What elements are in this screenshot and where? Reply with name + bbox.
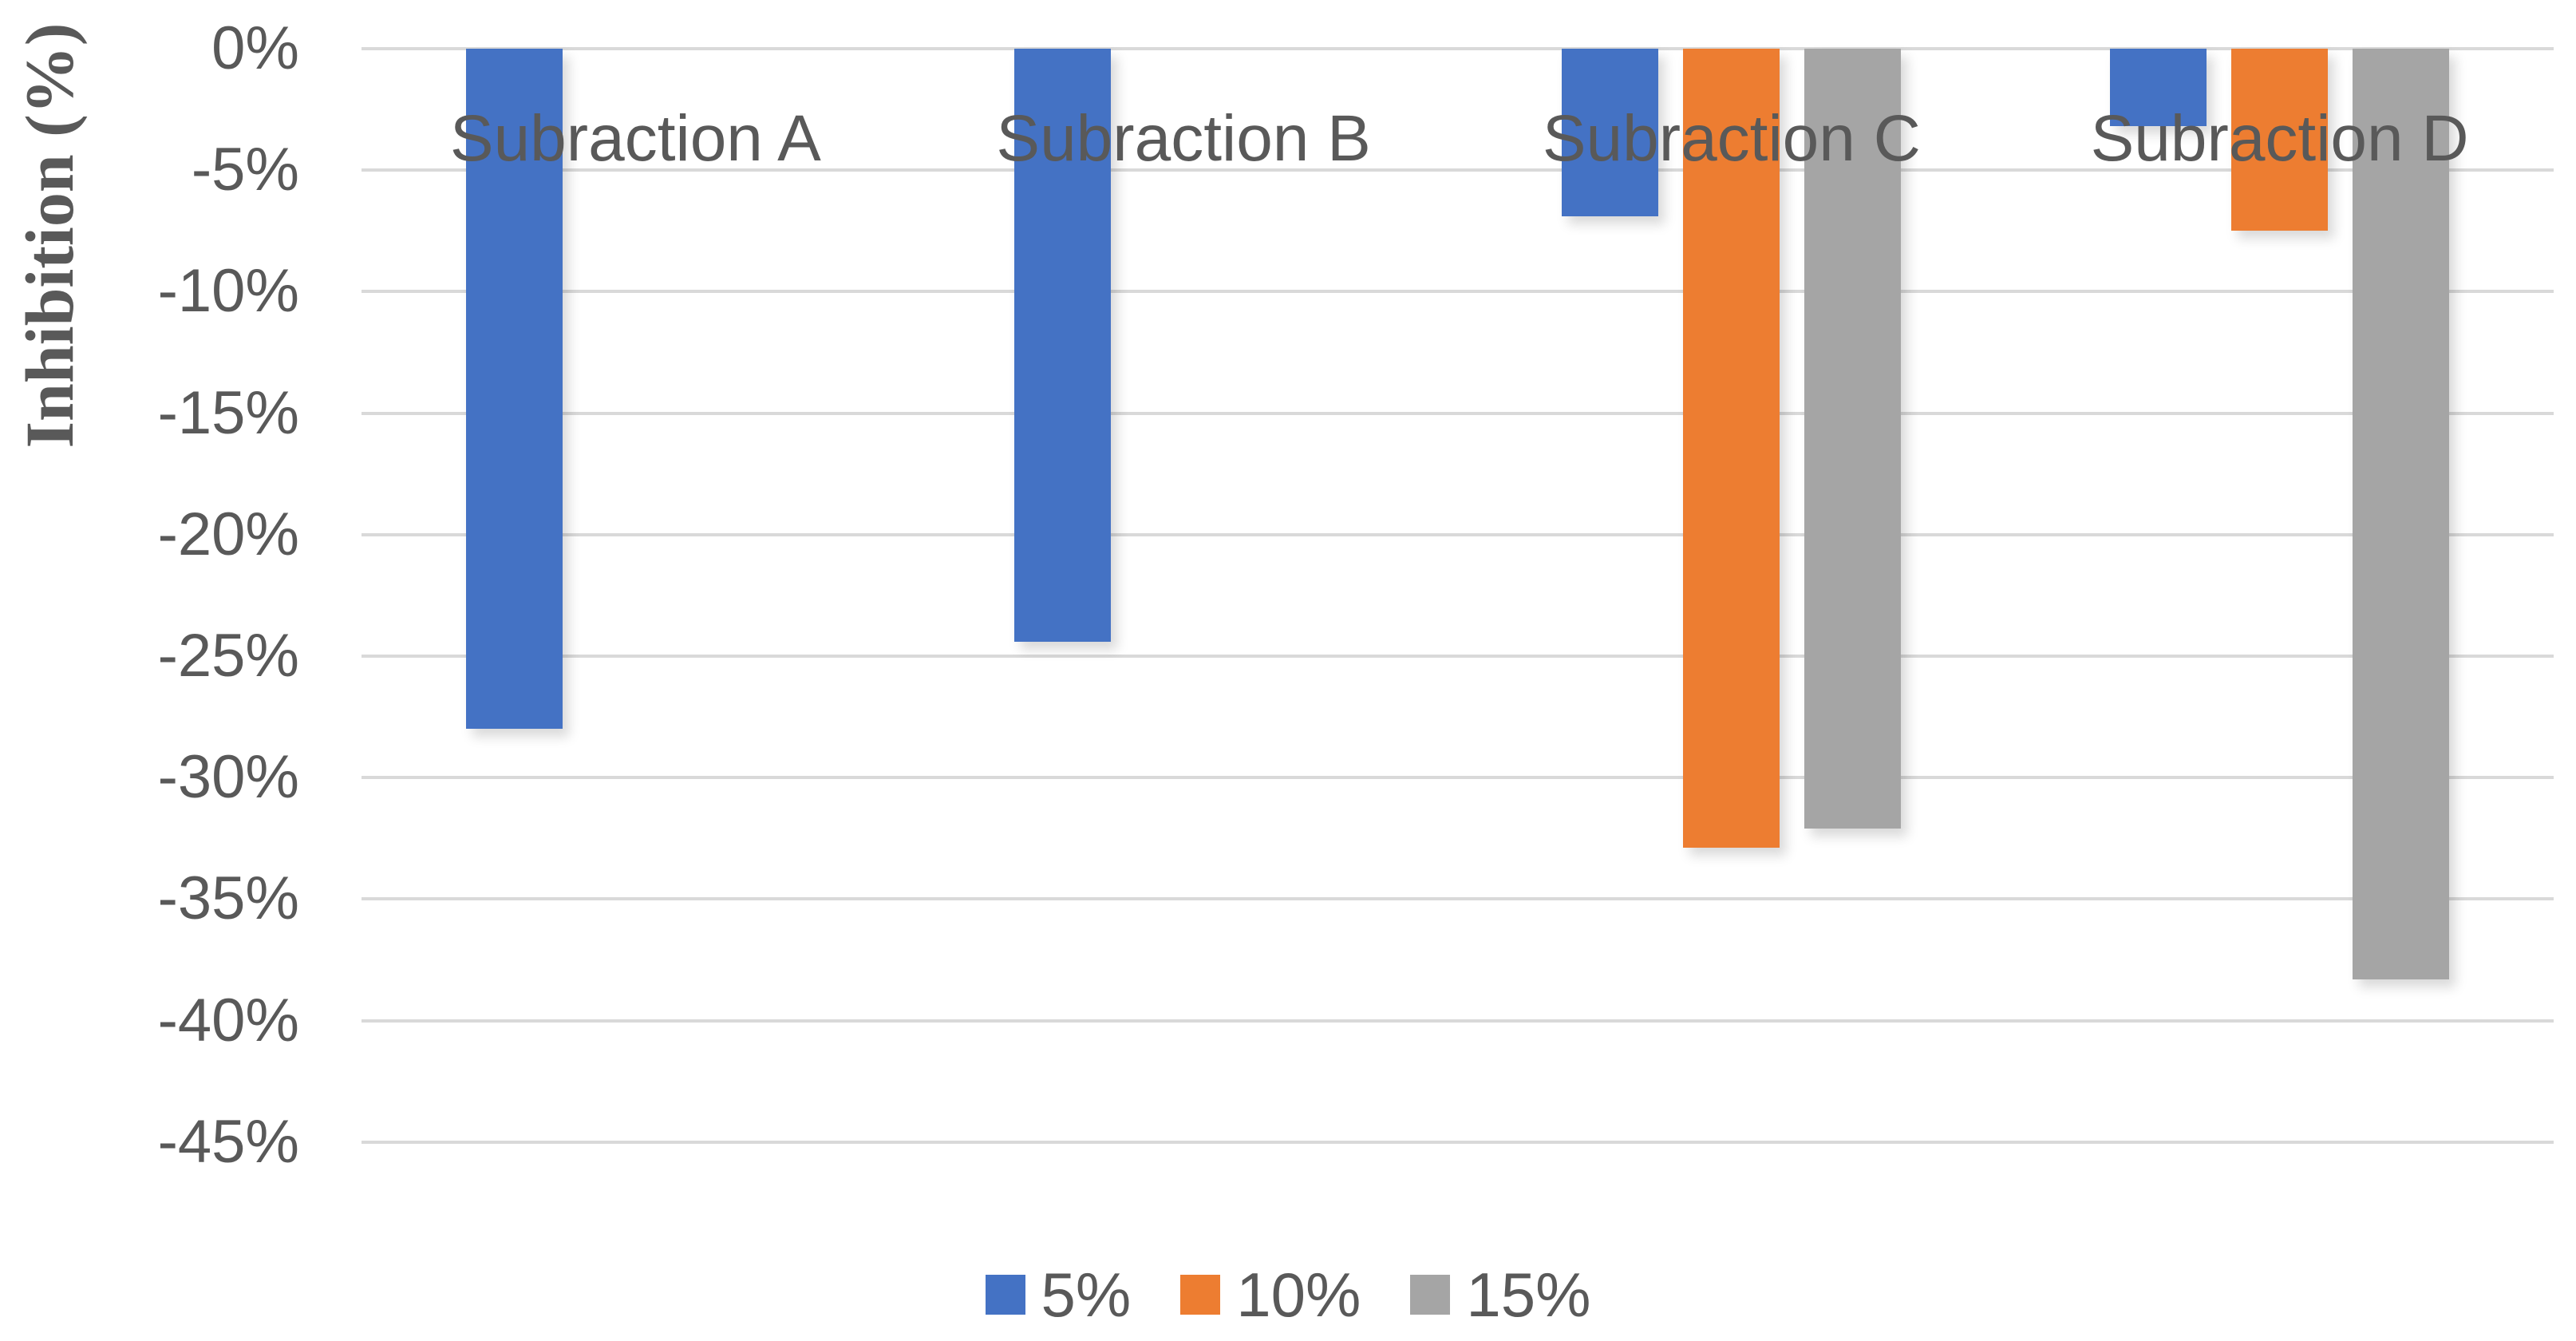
legend-label: 15% [1466,1260,1591,1330]
legend-swatch-icon [1410,1275,1451,1315]
y-tick-label: -20% [157,500,299,568]
legend-item-5%: 5% [985,1260,1132,1330]
y-tick-label: -40% [157,986,299,1054]
bar-15%-Subraction C [1804,49,1902,829]
y-axis-tick-labels: 0% -5% -10% -15% -20% -25% -30% -35% -40% -45% [0,0,299,1341]
gridline [362,776,2554,780]
legend-swatch-icon [1180,1275,1221,1315]
bar-15%-Subraction D [2353,49,2450,979]
legend-item-10%: 10% [1180,1263,1361,1327]
y-tick-label: -35% [157,864,299,933]
bar-5%-Subraction C [1562,49,1659,216]
category-label: Subraction B [996,102,1371,175]
legend-label: 5% [1041,1260,1132,1330]
gridline [362,1140,2554,1144]
gridline [362,897,2554,901]
gridline [362,168,2554,172]
legend-label: 10% [1236,1260,1361,1330]
category-label: Subraction A [449,102,821,175]
legend-swatch-icon [985,1275,1025,1315]
gridline [362,1019,2554,1023]
y-tick-label: -10% [157,257,299,326]
y-tick-label: 0% [211,14,299,82]
category-label: Subraction D [2090,102,2469,175]
legend: 5% 10% 15% [0,1263,2576,1327]
bar-5%-Subraction B [1013,49,1111,642]
bar-5%-Subraction A [465,49,563,729]
bar-5%-Subraction D [2110,49,2207,126]
gridline [362,290,2554,294]
plot-area: Subraction A Subraction B Subraction C Subr… [362,47,2554,1144]
y-tick-label: -45% [157,1107,299,1176]
legend-item-15%: 15% [1410,1263,1590,1327]
gridline [362,47,2554,50]
bar-10%-Subraction C [1683,49,1780,848]
bar-10%-Subraction D [2231,49,2329,231]
y-tick-label: -25% [157,622,299,690]
gridline [362,532,2554,536]
gridline [362,655,2554,658]
y-tick-label: -30% [157,743,299,812]
y-tick-label: -5% [191,136,299,204]
y-tick-label: -15% [157,378,299,447]
category-label: Subraction C [1542,102,1921,175]
gridline [362,411,2554,415]
